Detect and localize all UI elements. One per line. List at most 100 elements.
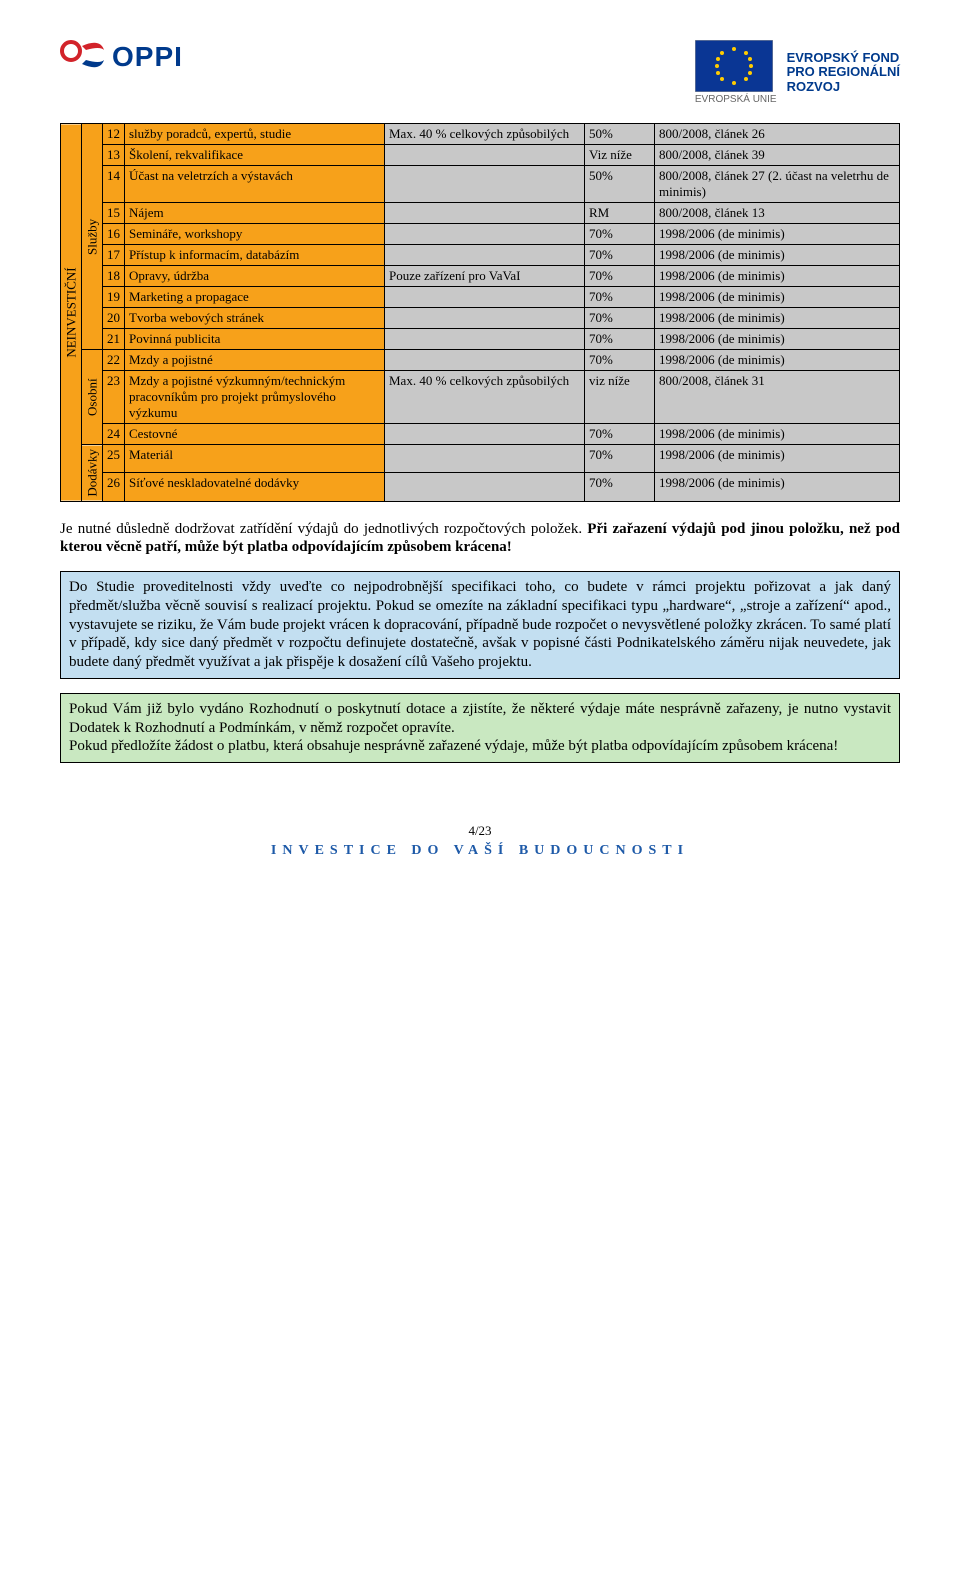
row-desc: Síťové neskladovatelné dodávky <box>125 473 385 501</box>
row-ref: 1998/2006 (de minimis) <box>655 473 900 501</box>
row-num: 18 <box>103 266 125 287</box>
vert-sluzby: Služby <box>82 124 103 350</box>
row-mid: Pouze zařízení pro VaVaI <box>385 266 585 287</box>
row-ref: 800/2008, článek 26 <box>655 124 900 145</box>
vert-dodavky: Dodávky <box>82 445 103 502</box>
eu-line1: EVROPSKÝ FOND <box>787 51 900 65</box>
row-pct: 50% <box>585 166 655 203</box>
footer-slogan: INVESTICE DO VAŠÍ BUDOUCNOSTI <box>60 843 900 859</box>
page: OPPI E <box>0 0 960 889</box>
logo-oppi: OPPI <box>60 40 183 74</box>
row-mid <box>385 350 585 371</box>
row-mid <box>385 203 585 224</box>
row-ref: 1998/2006 (de minimis) <box>655 329 900 350</box>
row-desc: Tvorba webových stránek <box>125 308 385 329</box>
info-box-blue: Do Studie proveditelnosti vždy uveďte co… <box>60 571 900 679</box>
para-intro: Je nutné důsledně dodržovat zatřídění vý… <box>60 520 900 558</box>
row-pct: 70% <box>585 473 655 501</box>
row-ref: 1998/2006 (de minimis) <box>655 245 900 266</box>
row-num: 21 <box>103 329 125 350</box>
row-num: 12 <box>103 124 125 145</box>
row-pct: Viz níže <box>585 145 655 166</box>
row-pct: 70% <box>585 445 655 473</box>
row-pct: viz níže <box>585 371 655 424</box>
row-desc: Mzdy a pojistné výzkumným/technickým pra… <box>125 371 385 424</box>
row-ref: 800/2008, článek 31 <box>655 371 900 424</box>
row-desc: Školení, rekvalifikace <box>125 145 385 166</box>
row-desc: Účast na veletrzích a výstavách <box>125 166 385 203</box>
header: OPPI E <box>60 40 900 105</box>
row-mid <box>385 145 585 166</box>
row-mid <box>385 473 585 501</box>
row-mid <box>385 287 585 308</box>
row-pct: 70% <box>585 245 655 266</box>
row-mid <box>385 445 585 473</box>
eu-flag-icon <box>695 40 777 92</box>
para-intro-a: Je nutné důsledně dodržovat zatřídění vý… <box>60 521 587 537</box>
row-desc: Materiál <box>125 445 385 473</box>
row-mid <box>385 245 585 266</box>
row-desc: Mzdy a pojistné <box>125 350 385 371</box>
row-ref: 800/2008, článek 27 (2. účast na veletrh… <box>655 166 900 203</box>
row-ref: 1998/2006 (de minimis) <box>655 266 900 287</box>
eu-texts: EVROPSKÝ FOND PRO REGIONÁLNÍ ROZVOJ <box>787 51 900 94</box>
row-mid <box>385 224 585 245</box>
row-desc: Marketing a propagace <box>125 287 385 308</box>
row-mid <box>385 424 585 445</box>
row-num: 14 <box>103 166 125 203</box>
row-desc: Cestovné <box>125 424 385 445</box>
row-pct: 70% <box>585 350 655 371</box>
row-ref: 800/2008, článek 39 <box>655 145 900 166</box>
row-num: 20 <box>103 308 125 329</box>
info-box-green: Pokud Vám již bylo vydáno Rozhodnutí o p… <box>60 693 900 763</box>
row-mid: Max. 40 % celkových způsobilých <box>385 124 585 145</box>
row-pct: 70% <box>585 287 655 308</box>
eu-line2: PRO REGIONÁLNÍ <box>787 65 900 79</box>
row-pct: RM <box>585 203 655 224</box>
row-desc: služby poradců, expertů, studie <box>125 124 385 145</box>
vert-osobni: Osobní <box>82 350 103 445</box>
row-ref: 1998/2006 (de minimis) <box>655 308 900 329</box>
row-desc: Přístup k informacím, databázím <box>125 245 385 266</box>
row-mid <box>385 329 585 350</box>
row-num: 23 <box>103 371 125 424</box>
row-pct: 70% <box>585 329 655 350</box>
eu-caption: EVROPSKÁ UNIE <box>695 94 777 105</box>
row-desc: Opravy, údržba <box>125 266 385 287</box>
oppi-mark-icon <box>60 40 106 74</box>
row-ref: 1998/2006 (de minimis) <box>655 424 900 445</box>
eu-flag-block: EVROPSKÁ UNIE <box>695 40 777 105</box>
logo-eu: EVROPSKÁ UNIE EVROPSKÝ FOND PRO REGIONÁL… <box>695 40 900 105</box>
info-box-green-text: Pokud Vám již bylo vydáno Rozhodnutí o p… <box>69 701 891 755</box>
row-mid <box>385 308 585 329</box>
row-desc: Nájem <box>125 203 385 224</box>
row-ref: 800/2008, článek 13 <box>655 203 900 224</box>
row-num: 25 <box>103 445 125 473</box>
row-desc: Povinná publicita <box>125 329 385 350</box>
row-pct: 70% <box>585 424 655 445</box>
vert-neinvesticni: NEINVESTIČNÍ <box>61 124 82 502</box>
row-mid: Max. 40 % celkových způsobilých <box>385 371 585 424</box>
row-ref: 1998/2006 (de minimis) <box>655 445 900 473</box>
row-num: 26 <box>103 473 125 501</box>
footer: 4/23 INVESTICE DO VAŠÍ BUDOUCNOSTI <box>60 823 900 859</box>
row-num: 17 <box>103 245 125 266</box>
row-pct: 70% <box>585 308 655 329</box>
expense-table: NEINVESTIČNÍ Služby 12 služby poradců, e… <box>60 123 900 502</box>
row-ref: 1998/2006 (de minimis) <box>655 224 900 245</box>
row-num: 19 <box>103 287 125 308</box>
row-desc: Semináře, workshopy <box>125 224 385 245</box>
row-ref: 1998/2006 (de minimis) <box>655 350 900 371</box>
row-num: 15 <box>103 203 125 224</box>
row-num: 22 <box>103 350 125 371</box>
row-ref: 1998/2006 (de minimis) <box>655 287 900 308</box>
row-pct: 70% <box>585 224 655 245</box>
oppi-text: OPPI <box>112 41 183 73</box>
eu-line3: ROZVOJ <box>787 80 900 94</box>
row-num: 16 <box>103 224 125 245</box>
row-num: 24 <box>103 424 125 445</box>
row-num: 13 <box>103 145 125 166</box>
row-pct: 70% <box>585 266 655 287</box>
row-mid <box>385 166 585 203</box>
row-pct: 50% <box>585 124 655 145</box>
